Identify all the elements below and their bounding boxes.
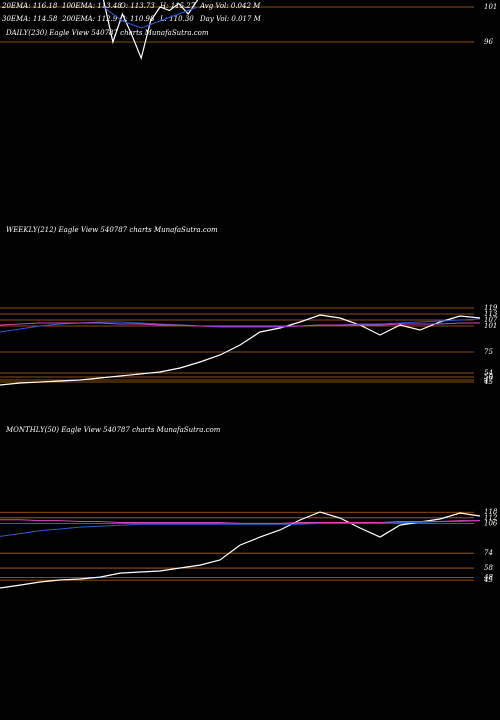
- y-tick-label: 118: [484, 508, 498, 516]
- stat-label: C: 110.98: [120, 15, 155, 23]
- y-tick-label: 47: [483, 376, 493, 384]
- y-tick-label: 45: [483, 576, 493, 584]
- y-tick-label: 74: [484, 549, 493, 557]
- price-line: [102, 0, 199, 61]
- stat-label: Avg Vol: 0.042 M: [199, 2, 261, 10]
- panel-title: WEEKLY(212) Eagle View 540787 charts Mun…: [6, 226, 218, 234]
- price-line: [0, 314, 481, 386]
- y-tick-label: 101: [484, 322, 497, 330]
- panel-title: DAILY(230) Eagle View 540787 charts Muna…: [5, 29, 209, 37]
- stat-label: 30EMA: 114.58: [2, 15, 58, 23]
- y-tick-label: 58: [484, 564, 493, 572]
- y-tick-label: 96: [484, 38, 493, 46]
- stat-label: H: 115.27: [159, 2, 196, 10]
- y-tick-label: 112: [484, 514, 498, 522]
- stat-label: 100EMA: 113.48: [62, 2, 122, 10]
- stat-label: 200EMA: 112.9: [61, 15, 118, 23]
- y-tick-label: 48: [483, 573, 493, 581]
- y-tick-label: 54: [484, 369, 493, 377]
- stat-label: O: 113.73: [120, 2, 155, 10]
- stat-label: L: 110.30: [159, 15, 194, 23]
- y-tick-label: 113: [484, 310, 498, 318]
- y-tick-label: 75: [484, 348, 493, 356]
- price-line: [0, 322, 480, 327]
- price-line: [103, 6, 198, 29]
- stat-label: 20EMA: 116.18: [1, 2, 58, 10]
- y-tick-label: 106: [484, 519, 498, 527]
- y-tick-label: 101: [484, 3, 497, 11]
- price-line: [0, 511, 481, 589]
- price-line: [0, 519, 480, 524]
- y-tick-label: 45: [483, 378, 493, 386]
- y-tick-label: 119: [484, 304, 498, 312]
- stat-label: Day Vol: 0.017 M: [199, 15, 262, 23]
- price-line: [0, 520, 481, 537]
- y-tick-label: 107: [484, 316, 498, 324]
- y-tick-label: 50: [484, 373, 493, 381]
- panel-title: MONTHLY(50) Eagle View 540787 charts Mun…: [5, 426, 221, 434]
